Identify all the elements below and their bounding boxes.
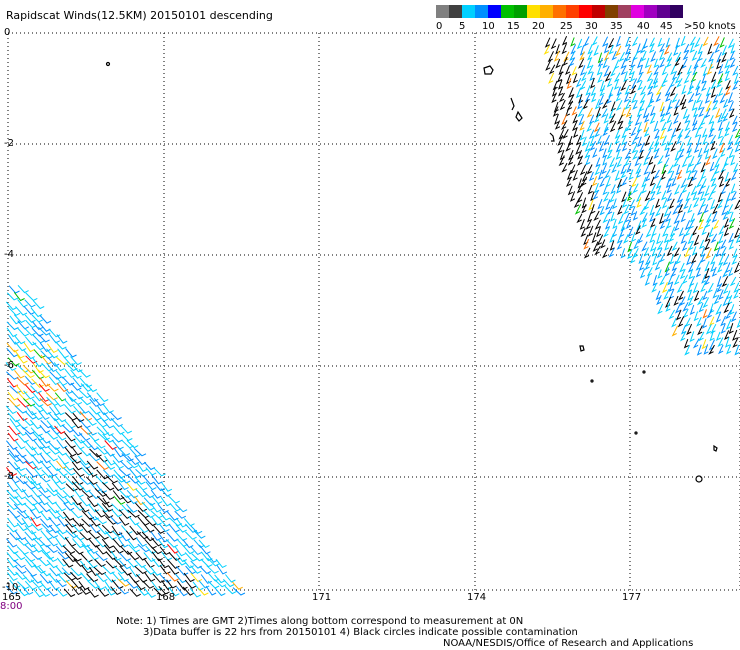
colorbar-swatch [462, 5, 475, 18]
wind-swath-southwest [5, 284, 246, 598]
lat-label-minus10: -10 [2, 582, 19, 593]
colorbar-label: 45 [660, 21, 673, 32]
colorbar-label: 0 [436, 21, 443, 32]
colorbar-label: 30 [585, 21, 598, 32]
colorbar-swatch [605, 5, 618, 18]
colorbar-swatch [553, 5, 566, 18]
colorbar-swatch [592, 5, 605, 18]
colorbar-swatch [514, 5, 527, 18]
colorbar-swatch [566, 5, 579, 18]
colorbar-swatch [449, 5, 462, 18]
credit-line: NOAA/NESDIS/Office of Research and Appli… [443, 638, 694, 649]
colorbar-label: 20 [532, 21, 545, 32]
map-frame [7, 32, 740, 591]
colorbar-swatch [540, 5, 553, 18]
lat-label-0: 0 [4, 27, 11, 38]
colorbar-label: 35 [610, 21, 623, 32]
colorbar-swatch [501, 5, 514, 18]
lon-label-168: 168 [156, 592, 176, 603]
colorbar-swatch [475, 5, 488, 18]
colorbar-label: 15 [507, 21, 520, 32]
lon-label-174: 174 [467, 592, 487, 603]
colorbar-swatch [631, 5, 644, 18]
gridlines [8, 33, 740, 590]
colorbar-label: 40 [637, 21, 650, 32]
lon-label-171: 171 [312, 592, 332, 603]
colorbar-label: >50 knots [684, 21, 736, 32]
colorbar-swatch [436, 5, 449, 18]
lon-label-165: 165 [2, 592, 22, 603]
lat-label-minus4: -4 [4, 249, 14, 260]
note-line-1: Note: 1) Times are GMT 2)Times along bot… [116, 616, 524, 627]
colorbar-swatch [488, 5, 501, 18]
colorbar-swatch [527, 5, 540, 18]
note-line-2: 3)Data buffer is 22 hrs from 20150101 4)… [143, 627, 578, 638]
colorbar-swatch [644, 5, 657, 18]
colorbar-swatch [670, 5, 683, 18]
colorbar-swatch [579, 5, 592, 18]
lon-label-177: 177 [622, 592, 642, 603]
wind-swath-northeast [543, 35, 740, 356]
time-label: 8:00 [0, 601, 23, 612]
colorbar-swatch [657, 5, 670, 18]
island-outlines [105, 61, 718, 483]
lat-label-minus6: -6 [4, 360, 14, 371]
map-title: Rapidscat Winds(12.5KM) 20150101 descend… [6, 9, 273, 22]
colorbar-label: 25 [560, 21, 573, 32]
lat-label-minus8: -8 [4, 471, 14, 482]
lat-label-minus2: -2 [4, 138, 14, 149]
colorbar-label: 5 [459, 21, 466, 32]
colorbar-swatch [618, 5, 631, 18]
colorbar-label: 10 [482, 21, 495, 32]
